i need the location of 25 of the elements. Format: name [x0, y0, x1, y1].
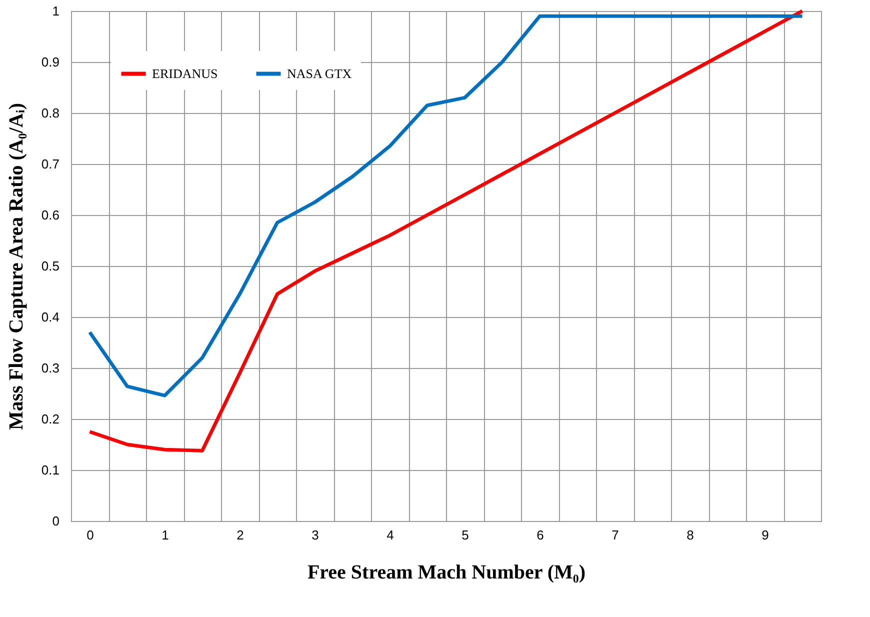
y-tick-label: 0.4	[41, 310, 60, 324]
x-tick-label: 6	[536, 528, 544, 542]
y-tick-label: 0.6	[41, 208, 60, 222]
x-tick-label: 2	[236, 528, 244, 542]
x-tick-label: 9	[762, 528, 769, 542]
y-tick-label: 0.9	[41, 54, 60, 70]
y-tick-label: 1	[52, 4, 60, 18]
x-tick-label: 4	[386, 528, 394, 542]
x-tick-label: 3	[312, 528, 319, 542]
y-tick-label: 0	[52, 514, 60, 528]
legend-label: ERIDANUS	[152, 66, 218, 81]
x-tick-label: 7	[612, 528, 619, 542]
legend-label: NASA GTX	[287, 66, 352, 81]
y-tick-label: 0.2	[41, 412, 60, 426]
y-tick-label: 0.3	[41, 360, 60, 376]
y-tick-label: 0.7	[41, 156, 60, 172]
y-tick-label: 0.8	[41, 106, 60, 120]
x-axis-title: Free Stream Mach Number (M₀)	[307, 562, 586, 584]
x-tick-label: 5	[462, 528, 469, 542]
y-axis-title: Mass Flow Capture Area Ratio (A₀/Aᵢ)	[5, 102, 28, 430]
y-tick-label: 0.5	[41, 258, 60, 274]
x-tick-label: 8	[686, 528, 694, 542]
x-tick-label: 1	[162, 528, 169, 542]
y-tick-label: 0.1	[41, 462, 60, 478]
x-tick-label: 0	[86, 528, 94, 542]
